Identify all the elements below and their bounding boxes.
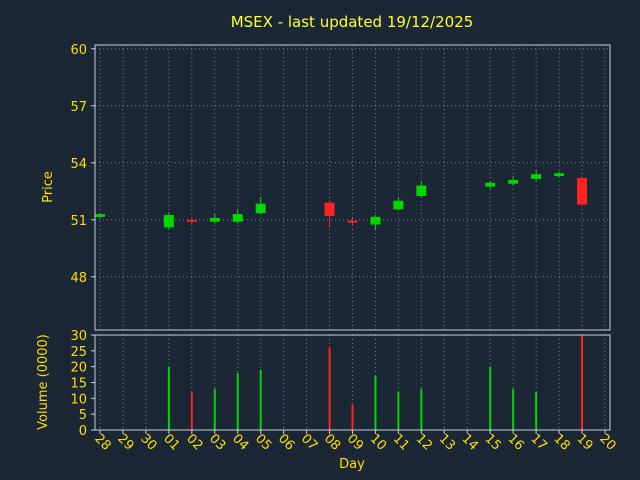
volume-tick-label: 0 xyxy=(79,424,87,439)
x-tick-label: 13 xyxy=(436,431,458,453)
price-tick-label: 48 xyxy=(70,271,87,286)
x-tick-label: 08 xyxy=(321,431,343,453)
x-axis-label: Day xyxy=(339,457,365,472)
x-tick-label: 14 xyxy=(459,431,481,453)
candle-body xyxy=(508,179,519,184)
candle-body xyxy=(163,215,174,228)
price-tick-label: 57 xyxy=(70,100,87,115)
candle-body xyxy=(554,173,565,177)
candle-body xyxy=(416,185,427,197)
x-tick-label: 04 xyxy=(229,431,251,453)
x-tick-label: 16 xyxy=(505,431,527,453)
candle-body xyxy=(577,178,588,205)
x-tick-label: 03 xyxy=(206,431,228,453)
volume-tick-label: 5 xyxy=(79,408,87,423)
x-tick-label: 02 xyxy=(183,431,205,453)
candle-body xyxy=(370,216,381,225)
x-tick-label: 19 xyxy=(573,431,595,453)
candle-body xyxy=(186,219,197,222)
price-panel-frame xyxy=(94,44,611,331)
price-tick-label: 54 xyxy=(70,157,87,172)
x-tick-label: 01 xyxy=(160,431,182,453)
candle-body xyxy=(531,174,542,179)
x-tick-label: 29 xyxy=(114,431,136,453)
x-tick-label: 07 xyxy=(298,431,320,453)
x-tick-label: 10 xyxy=(367,431,389,453)
price-tick-label: 51 xyxy=(70,214,87,229)
x-tick-label: 15 xyxy=(482,431,504,453)
candle-body xyxy=(209,217,220,222)
x-tick-label: 20 xyxy=(596,431,618,453)
candle-body xyxy=(232,214,243,222)
candle-body xyxy=(485,182,496,187)
x-tick-label: 18 xyxy=(550,431,572,453)
x-tick-label: 06 xyxy=(275,431,297,453)
volume-axis-label: Volume (0000) xyxy=(36,334,51,430)
x-tick-label: 12 xyxy=(413,431,435,453)
x-tick-label: 09 xyxy=(344,431,366,453)
candle-body xyxy=(255,203,266,214)
x-tick-label: 11 xyxy=(390,431,412,453)
price-tick-label: 60 xyxy=(70,43,87,58)
volume-tick-label: 10 xyxy=(70,392,87,407)
price-axis-label: Price xyxy=(41,171,56,203)
x-tick-label: 28 xyxy=(91,431,113,453)
candle-body xyxy=(324,202,335,216)
x-tick-label: 05 xyxy=(252,431,274,453)
volume-tick-label: 25 xyxy=(70,345,87,360)
volume-tick-label: 20 xyxy=(70,361,87,376)
chart-title: MSEX - last updated 19/12/2025 xyxy=(231,13,474,31)
candle-body xyxy=(95,214,105,217)
x-tick-label: 17 xyxy=(527,431,549,453)
x-tick-label: 30 xyxy=(137,431,159,453)
candle-body xyxy=(393,200,404,210)
volume-tick-label: 15 xyxy=(70,377,87,392)
volume-tick-label: 30 xyxy=(70,329,87,344)
candle-body xyxy=(347,220,358,223)
